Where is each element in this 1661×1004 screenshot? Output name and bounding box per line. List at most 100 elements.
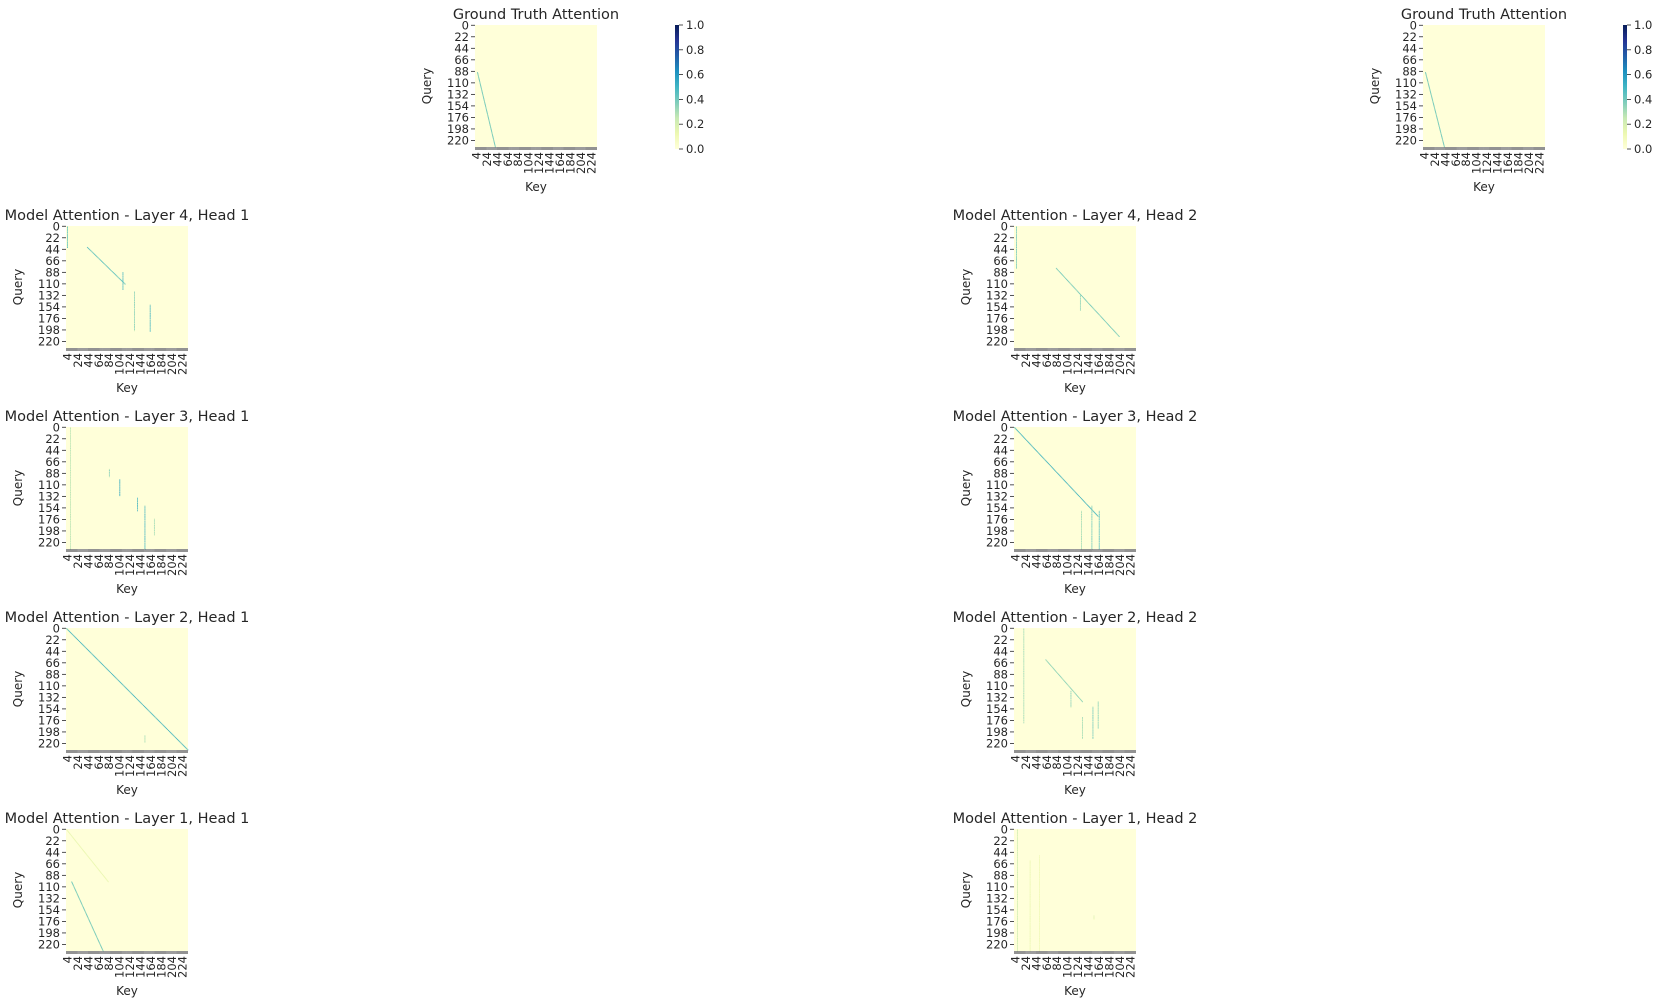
attention-cell [99, 943, 101, 945]
attention-cell [149, 318, 151, 320]
attention-cell [123, 685, 124, 686]
attention-cell [1440, 133, 1442, 135]
attention-cell [1039, 868, 1040, 870]
attention-cell [128, 690, 130, 692]
attention-cell [94, 865, 96, 867]
attention-cell [1029, 932, 1031, 934]
attention-cell [1054, 470, 1056, 472]
attention-cell [1029, 915, 1031, 917]
attention-cell [70, 463, 71, 465]
attention-cell [1029, 943, 1031, 945]
attention-cell [1040, 455, 1042, 457]
attention-cell [91, 926, 93, 928]
y-tick-label: 220 [38, 334, 60, 348]
attention-cell [488, 119, 490, 121]
attention-cell [1087, 301, 1089, 303]
x-tick-label: 184 [564, 152, 578, 174]
attention-cell [485, 105, 487, 107]
attention-cell [70, 487, 71, 489]
attention-cell [109, 268, 111, 270]
attention-cell [70, 433, 71, 435]
attention-cell [1054, 669, 1056, 671]
attention-cell [144, 540, 146, 542]
attention-cell [1438, 123, 1439, 125]
attention-cell [1017, 944, 1018, 946]
attention-cell [70, 442, 71, 444]
y-tick-label: 88 [1402, 64, 1417, 78]
attention-cell [1443, 144, 1445, 146]
attention-cell [1442, 140, 1444, 142]
attention-cell [70, 529, 71, 531]
attention-cell [101, 663, 103, 665]
y-tick-label: 220 [447, 133, 469, 147]
attention-cell [67, 230, 68, 232]
attention-cell [70, 502, 71, 504]
attention-cell [1443, 143, 1445, 145]
attention-cell [1069, 686, 1071, 688]
attention-cell [1039, 876, 1040, 878]
attention-cell [168, 730, 170, 732]
attention-cell [1112, 329, 1114, 331]
attention-cell [144, 738, 146, 740]
attention-cell [144, 538, 146, 540]
attention-cell [491, 131, 493, 133]
attention-cell [1097, 705, 1099, 707]
y-tick-label: 66 [45, 254, 60, 268]
attention-cell [1096, 514, 1098, 516]
attention-cell [1070, 698, 1072, 700]
attention-cell [1081, 531, 1082, 533]
attention-cell [1017, 890, 1018, 892]
attention-cell [486, 110, 488, 112]
panel-title: Model Attention - Layer 2, Head 1 [5, 610, 250, 626]
attention-cell [1433, 106, 1435, 108]
x-tick-label: 104 [113, 554, 127, 576]
attention-cell [1023, 666, 1025, 668]
attention-cell [1097, 709, 1099, 711]
attention-cell [100, 945, 102, 947]
attention-cell [144, 523, 146, 525]
attention-cell [1090, 305, 1092, 306]
attention-cell [1047, 661, 1049, 663]
attention-cell [111, 673, 113, 675]
attention-cell [122, 287, 124, 289]
y-tick-label: 66 [45, 455, 60, 469]
attention-cell [1092, 735, 1094, 737]
attention-cell [72, 634, 74, 636]
attention-cell [1029, 918, 1031, 920]
attention-cell [82, 907, 84, 908]
attention-cell [1050, 665, 1052, 667]
attention-cell [1072, 488, 1074, 490]
y-tick-label: 66 [993, 455, 1008, 469]
attention-cell [482, 96, 484, 98]
x-tick-label: 184 [155, 554, 169, 576]
attention-cell [1023, 721, 1025, 723]
attention-cell [1097, 723, 1099, 725]
attention-cell [489, 124, 491, 126]
attention-cell [1060, 272, 1062, 274]
attention-cell [1064, 277, 1066, 279]
attention-cell [492, 134, 493, 136]
attention-cell [144, 506, 146, 508]
attention-cell [1095, 310, 1097, 312]
y-tick-label: 176 [38, 311, 60, 325]
attention-cell [1441, 135, 1443, 137]
attention-cell [1443, 145, 1445, 147]
attention-cell [1092, 718, 1094, 720]
attention-cell [85, 911, 86, 913]
x-dense-ticks [66, 750, 188, 753]
attention-cell [179, 741, 180, 742]
attention-cell [153, 533, 155, 535]
attention-pattern-6 [1097, 701, 1099, 729]
attention-cell [67, 629, 69, 631]
attention-cell [1039, 900, 1040, 902]
attention-cell [1092, 710, 1094, 712]
attention-pattern-1 [70, 427, 71, 550]
attention-cell [149, 323, 151, 325]
attention-cell [119, 278, 121, 280]
attention-cell [90, 924, 92, 926]
attention-cell [70, 476, 71, 478]
attention-cell [1098, 517, 1100, 519]
attention-cell [1088, 506, 1090, 507]
attention-cell [1075, 288, 1077, 290]
x-tick-label: 144 [543, 152, 557, 174]
